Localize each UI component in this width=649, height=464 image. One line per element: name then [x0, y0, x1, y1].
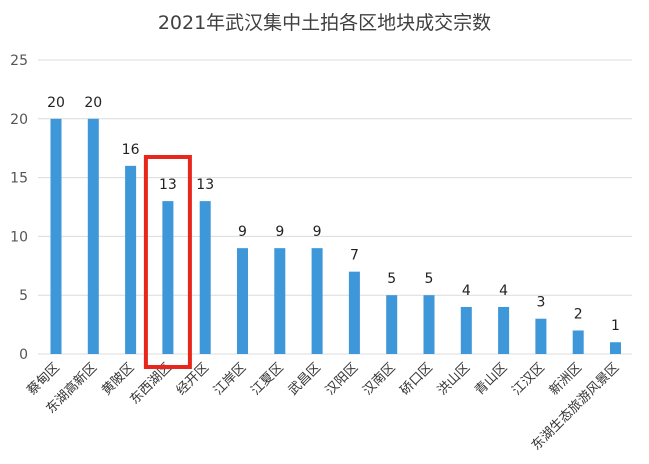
bar-洪山区: [460, 306, 472, 354]
y-axis-ticks: 0 5 10 15 20 25: [10, 53, 28, 363]
data-label: 7: [350, 248, 359, 264]
bar-黄陂区: [125, 165, 137, 354]
y-tick-label: 5: [19, 288, 28, 304]
data-label: 5: [425, 271, 434, 287]
data-label: 4: [462, 283, 471, 299]
data-label: 13: [159, 177, 177, 193]
data-label: 2: [574, 306, 583, 322]
data-label: 16: [122, 142, 140, 158]
y-tick-label: 20: [10, 112, 28, 128]
bar-汉南区: [386, 295, 398, 354]
data-label: 5: [387, 271, 396, 287]
bars: [50, 118, 621, 354]
category-label: 江夏区: [248, 360, 286, 398]
bar-江岸区: [237, 248, 248, 354]
y-tick-label: 10: [10, 229, 28, 245]
y-tick-label: 0: [19, 347, 28, 363]
bar-青山区: [498, 306, 510, 354]
data-label: 4: [499, 283, 508, 299]
chart-title: 2021年武汉集中土拍各区地块成交宗数: [157, 12, 492, 34]
bar-蔡甸区: [50, 118, 62, 354]
bar-汉阳区: [348, 271, 360, 354]
data-label: 9: [313, 224, 322, 240]
bar-东湖生态旅游风景区: [610, 342, 621, 354]
highlight-box: [143, 155, 192, 369]
category-label: 武昌区: [286, 360, 324, 398]
y-tick-label: 15: [10, 171, 28, 187]
data-label: 20: [47, 95, 65, 111]
bar-新洲区: [572, 330, 584, 354]
bar-江汉区: [535, 318, 547, 354]
bar-武昌区: [311, 248, 323, 354]
data-label: 9: [275, 224, 284, 240]
category-label: 青山区: [472, 360, 510, 398]
category-label: 硚口区: [398, 360, 436, 398]
category-label: 江岸区: [211, 360, 249, 398]
data-label: 3: [536, 295, 545, 311]
category-label: 汉阳区: [323, 360, 361, 398]
category-label: 汉南区: [360, 360, 399, 399]
grid-lines: [38, 59, 632, 355]
bar-硚口区: [423, 295, 435, 354]
data-label: 20: [84, 95, 102, 111]
y-tick-label: 25: [10, 53, 28, 69]
bar-经开区: [199, 201, 211, 354]
data-labels: 20 20 16 13 13 9 9 9 7 5 5 4 4 3 2 1: [47, 95, 620, 334]
data-label: 9: [238, 224, 247, 240]
bar-江夏区: [274, 248, 286, 354]
category-label: 洪山区: [435, 360, 473, 398]
bar-东湖高新区: [87, 118, 99, 354]
highlight-layer: [143, 155, 192, 369]
data-label: 13: [196, 177, 214, 193]
data-label: 1: [611, 318, 620, 334]
category-labels: 蔡甸区东湖高新区 黄陂区东西湖区 经开区 江岸区 江夏区 武昌区 汉阳区 汉南区 硚口区 洪山区青…: [25, 360, 623, 454]
bar-东西湖区: [162, 201, 174, 354]
category-label: 江汉区: [510, 360, 548, 398]
